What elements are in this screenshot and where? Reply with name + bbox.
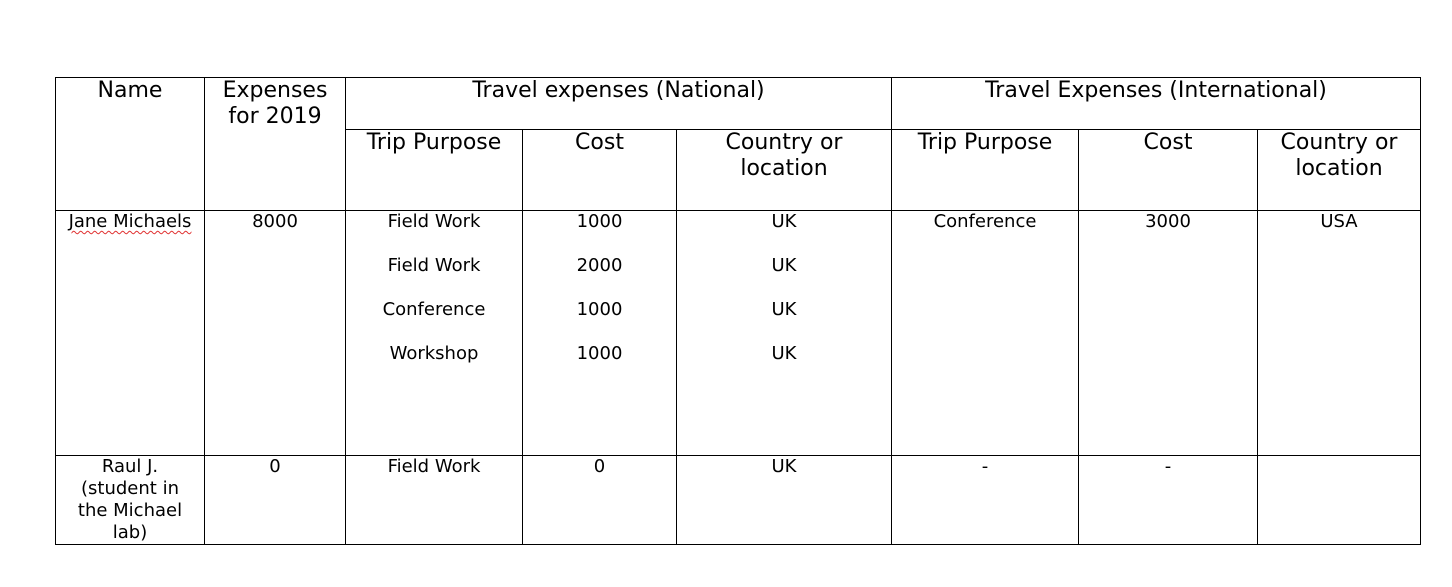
national-country-cell: UK [676,455,892,545]
header-row-sub: Trip Purpose Cost Country or location Tr… [56,129,1421,211]
header-name: Name [55,77,205,211]
national-cost-cell: 0 [522,455,677,545]
international-country-cell [1257,455,1421,545]
header-international-group: Travel Expenses (International) [891,77,1421,130]
name-cell: Raul J. (student in the Michael lab) [55,455,205,545]
national-cost-item: 2000 [576,255,623,276]
name-cell-text: Jane Michaels [68,211,192,233]
national-purpose-item: Conference [382,299,486,320]
national-purpose-cell: Field Work Field Work Conference Worksho… [345,210,523,456]
national-country-cell: UK UK UK UK [676,210,892,456]
header-national-group: Travel expenses (National) [345,77,892,130]
national-country-item: UK [771,299,797,320]
international-purpose-cell: Conference [891,210,1079,456]
national-cost-item: 1000 [576,343,623,364]
international-cost-cell: 3000 [1078,210,1258,456]
header-national-cost: Cost [522,129,677,211]
international-cost-cell: - [1078,455,1258,545]
national-cost-item: 1000 [576,299,623,320]
national-purpose-item: Workshop [389,343,479,364]
national-purpose-cell: Field Work [345,455,523,545]
header-national-trip-purpose: Trip Purpose [345,129,523,211]
expenses-cell: 0 [204,455,346,545]
national-cost-item: 1000 [576,211,623,233]
table-row: Raul J. (student in the Michael lab) 0 F… [55,455,1421,545]
name-cell: Jane Michaels [55,210,205,456]
national-cost-cell: 1000 2000 1000 1000 [522,210,677,456]
international-country-cell: USA [1257,210,1421,456]
header-expenses: Expenses for 2019 [204,77,346,211]
national-country-item: UK [771,343,797,364]
header-national-country: Country or location [676,129,892,211]
national-purpose-item: Field Work [387,255,481,276]
header-international-cost: Cost [1078,129,1258,211]
national-purpose-item: Field Work [387,211,481,233]
header-international-trip-purpose: Trip Purpose [891,129,1079,211]
header-row-top: Name Expenses for 2019 Travel expenses (… [55,77,1421,211]
national-country-item: UK [771,211,797,233]
expenses-cell: 8000 [204,210,346,456]
header-international-country: Country or location [1257,129,1421,211]
table-row: Jane Michaels 8000 Field Work Field Work… [55,210,1421,456]
travel-expenses-table: Name Expenses for 2019 Travel expenses (… [55,77,1421,545]
international-purpose-cell: - [891,455,1079,545]
national-country-item: UK [771,255,797,276]
